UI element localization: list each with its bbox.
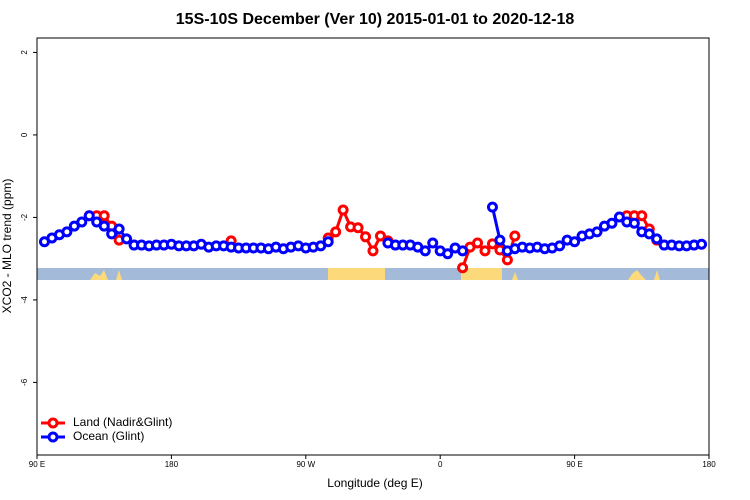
x-tick-label: 180 <box>165 460 179 469</box>
point <box>427 237 439 249</box>
point <box>374 230 386 242</box>
land-mask <box>37 268 709 280</box>
point <box>651 233 663 245</box>
chart-title: 15S-10S December (Ver 10) 2015-01-01 to … <box>176 11 575 28</box>
point <box>606 217 618 229</box>
point <box>501 254 513 266</box>
point <box>613 211 625 223</box>
point <box>337 204 349 216</box>
land-strip <box>461 268 502 280</box>
point <box>696 238 708 250</box>
point <box>98 210 110 222</box>
legend-marker <box>47 431 59 443</box>
point <box>330 226 342 238</box>
x-tick-label: 90 W <box>296 460 315 469</box>
y-tick-label: 0 <box>20 132 29 137</box>
y-tick-label: -4 <box>20 296 29 304</box>
point <box>457 262 469 274</box>
x-tick-label: 90 E <box>566 460 582 469</box>
point <box>322 236 334 248</box>
point <box>352 222 364 234</box>
point <box>360 231 372 243</box>
point <box>636 210 648 222</box>
point <box>494 234 506 246</box>
point <box>419 245 431 257</box>
x-axis-label: Longitude (deg E) <box>327 476 422 490</box>
y-axis-label: XCO2 - MLO trend (ppm) <box>0 179 14 314</box>
point <box>457 245 469 257</box>
legend-label: Land (Nadir&Glint) <box>73 415 172 429</box>
y-tick-label: -6 <box>20 378 29 386</box>
legend-label: Ocean (Glint) <box>73 429 144 443</box>
point <box>472 237 484 249</box>
point <box>554 240 566 252</box>
point <box>479 245 491 257</box>
point <box>628 217 640 229</box>
x-tick-label: 90 E <box>29 460 45 469</box>
point <box>486 201 498 213</box>
x-tick-label: 0 <box>438 460 443 469</box>
point <box>121 233 133 245</box>
point <box>569 236 581 248</box>
point <box>98 220 110 232</box>
land-strip <box>328 268 385 280</box>
point <box>61 226 73 238</box>
y-tick-label: 2 <box>20 50 29 55</box>
point <box>367 245 379 257</box>
legend-marker <box>47 417 59 429</box>
point <box>113 223 125 235</box>
point <box>643 228 655 240</box>
plot-frame <box>36 37 710 456</box>
point <box>76 216 88 228</box>
x-tick-label: 180 <box>702 460 716 469</box>
point <box>509 230 521 242</box>
point <box>591 226 603 238</box>
y-tick-label: -2 <box>20 213 29 221</box>
point <box>106 228 118 240</box>
point <box>83 210 95 222</box>
point <box>442 248 454 260</box>
